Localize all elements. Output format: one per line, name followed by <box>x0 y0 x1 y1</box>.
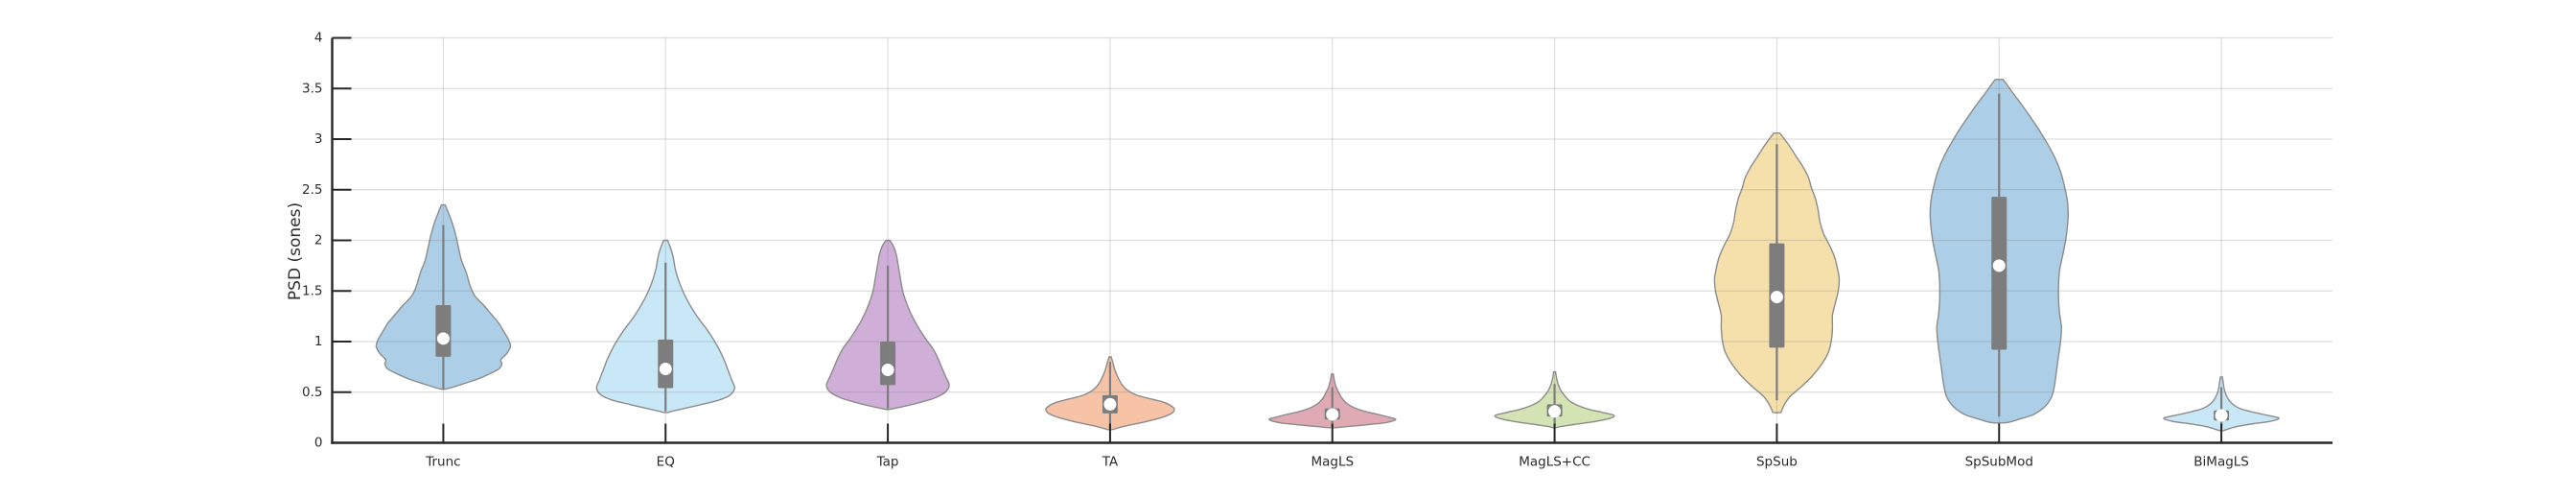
median-dot-Trunc <box>436 332 450 345</box>
iqr-box-Trunc <box>435 305 452 357</box>
median-dot-TA <box>1103 397 1117 411</box>
x-tick-label-Tap: Tap <box>876 455 899 470</box>
axes-layer <box>331 36 2332 444</box>
y-axis-title: PSD (sones) <box>286 201 305 301</box>
y-tick-label-1.5: 1.5 <box>302 283 322 298</box>
y-tick-label-3.5: 3.5 <box>302 81 322 96</box>
x-tick-label-SpSub: SpSub <box>1756 455 1798 470</box>
y-tick-label-0.5: 0.5 <box>302 385 322 400</box>
y-tick-label-2.5: 2.5 <box>302 182 322 198</box>
x-tick-label-BiMagLS: BiMagLS <box>2193 455 2249 470</box>
axis-labels-layer: 0 0.5 1 1.5 2 2.5 3 3.5 4 Trunc EQ Tap TA MagLS MagLS+… <box>302 31 2249 470</box>
x-tick-label-EQ: EQ <box>657 455 675 470</box>
iqr-box-SpSubMod <box>1991 197 2007 350</box>
x-tick-label-TA: TA <box>1102 455 1119 470</box>
y-tick-label-0: 0 <box>314 436 323 451</box>
median-dot-EQ <box>659 362 672 375</box>
x-tick-label-SpSubMod: SpSubMod <box>1965 455 2033 470</box>
x-tick-label-MagLS+CC: MagLS+CC <box>1519 455 1590 470</box>
median-dot-MagLS+CC <box>1548 405 1562 418</box>
iqr-box-Tap <box>880 342 896 386</box>
x-tick-label-Trunc: Trunc <box>425 455 460 470</box>
y-tick-label-4: 4 <box>314 31 323 46</box>
median-dot-MagLS <box>1326 408 1339 421</box>
y-tick-label-1: 1 <box>314 334 323 349</box>
median-dot-SpSub <box>1770 291 1783 304</box>
x-tick-label-MagLS: MagLS <box>1311 455 1354 470</box>
y-tick-label-3: 3 <box>314 131 323 147</box>
y-tick-label-2: 2 <box>314 233 323 248</box>
median-dot-SpSubMod <box>1992 259 2006 272</box>
box-stats-layer <box>435 93 2230 429</box>
median-dot-BiMagLS <box>2215 409 2228 422</box>
median-dot-Tap <box>881 364 894 377</box>
